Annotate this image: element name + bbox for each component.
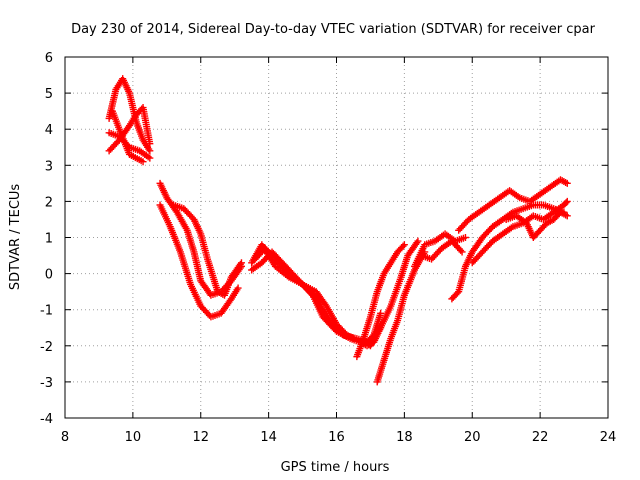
x-tick-label: 12 [192,430,209,445]
data-point [377,309,385,317]
x-tick-label: 20 [464,430,481,445]
y-tick-label: -4 [40,412,53,427]
data-point [563,179,571,187]
y-tick-label: 4 [45,123,53,138]
data-point [563,197,571,205]
data-point [413,239,421,247]
data-point [146,154,154,162]
x-axis-label: GPS time / hours [281,460,390,475]
y-axis-label: SDTVAR / TECUs [8,184,23,291]
y-tick-label: 3 [45,159,53,174]
data-point [400,241,408,249]
series-track-a [105,75,154,155]
series-track-f [156,201,242,321]
y-tick-label: 0 [45,268,53,283]
data-point [562,199,570,207]
data-point [234,284,242,292]
series-track-m [373,248,429,386]
series-track-l [360,237,422,350]
y-tick-label: 1 [45,232,53,247]
x-tick-label: 8 [61,430,69,445]
data-point [563,212,571,220]
plot-frame [64,56,609,419]
data-point [399,242,407,250]
series-track-d [109,107,147,166]
series-track-j [251,244,357,343]
data-point [458,248,466,256]
data-point [457,246,465,254]
data-point [146,147,154,155]
data-layer [105,75,571,386]
x-tick-label: 24 [600,430,617,445]
data-point [453,289,461,297]
series-track-q [455,176,571,234]
x-tick-label: 10 [125,430,142,445]
series-track-o [417,237,466,263]
y-tick-label: -2 [40,340,53,355]
y-tick-label: 6 [45,51,53,66]
data-point [237,259,245,267]
series-track-k [353,241,408,361]
data-point [139,158,147,166]
data-point [414,237,422,245]
x-tick-label: 22 [532,430,549,445]
y-tick-label: 5 [45,87,53,102]
series-track-c [105,104,154,155]
x-tick-label: 16 [328,430,345,445]
data-point [461,234,469,241]
x-tick-label: 14 [260,430,277,445]
series-track-s [502,208,571,241]
y-tick-label: -3 [40,376,53,391]
y-tick-label: 2 [45,195,53,210]
chart-title: Day 230 of 2014, Sidereal Day-to-day VTE… [71,22,595,37]
data-point [236,260,244,268]
y-tick-label: -1 [40,304,53,319]
series-track-r [468,197,571,267]
data-point [349,335,357,343]
grid-layer [65,57,608,418]
x-tick-label: 18 [396,430,413,445]
series-track-g [170,201,245,299]
data-point [146,140,154,148]
